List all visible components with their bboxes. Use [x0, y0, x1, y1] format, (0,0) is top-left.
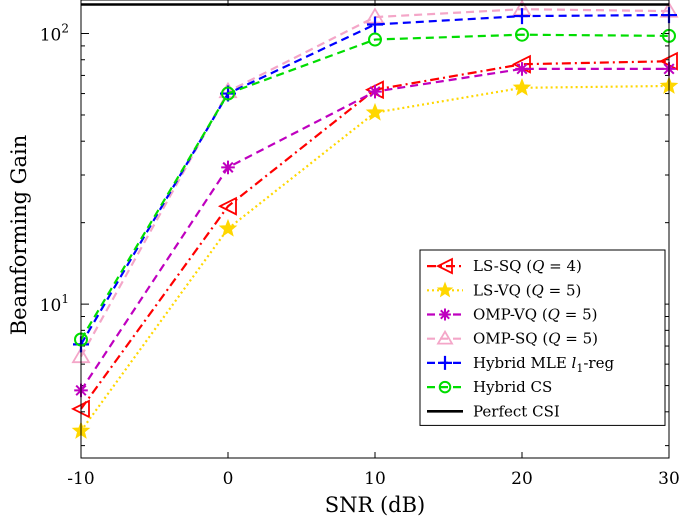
x-tick-label: -10 [67, 469, 94, 489]
plot-frame [80, 0, 670, 459]
y-tick-label: 101 [40, 292, 69, 316]
x-tick-label: 20 [511, 469, 533, 489]
legend-label: Hybrid MLE l1-reg [473, 354, 614, 375]
data-point [512, 78, 532, 96]
legend-marker [438, 355, 452, 370]
legend-entry: LS-SQ (Q = 4) [427, 257, 582, 275]
x-tick-label: 30 [658, 469, 680, 489]
legend-entry: OMP-VQ (Q = 5) [427, 306, 597, 324]
axis-ticks: -10 0 10 20 30 101 102 [40, 0, 680, 489]
legend-label: LS-VQ (Q = 5) [473, 281, 581, 299]
x-axis-label: SNR (dB) [325, 493, 426, 517]
data-point [515, 27, 529, 42]
legend-marker [438, 380, 452, 394]
data-point [368, 84, 382, 99]
x-tick-label: 10 [364, 469, 386, 489]
y-tick-label: 102 [40, 22, 69, 46]
legend-entry: Perfect CSI [427, 402, 560, 420]
series-line [80, 33, 670, 341]
legend-entry: LS-VQ (Q = 5) [427, 281, 581, 299]
data-point [514, 8, 530, 25]
legend: LS-SQ (Q = 4) LS-VQ (Q = 5) OMP-VQ (Q = 5)… [419, 249, 666, 426]
data-point [221, 160, 235, 175]
data-point [365, 102, 385, 121]
legend-label: Hybrid CS [473, 378, 552, 396]
legend-label: OMP-SQ (Q = 5) [473, 330, 598, 348]
data-point [367, 16, 383, 33]
data-point [221, 86, 235, 101]
legend-marker [436, 281, 454, 298]
legend-entry: OMP-SQ (Q = 5) [427, 330, 598, 348]
data-point [515, 62, 529, 76]
series-line [80, 8, 670, 358]
legend-marker [439, 308, 451, 321]
legend-label: LS-SQ (Q = 4) [473, 257, 582, 275]
y-axis-label: Beamforming Gain [7, 135, 31, 336]
legend-entry: Hybrid MLE l1-reg [427, 354, 614, 375]
legend-marker [436, 329, 454, 345]
x-tick-label: 0 [223, 469, 234, 489]
data-point [218, 218, 238, 237]
data-point [217, 196, 237, 216]
legend-label: OMP-VQ (Q = 5) [473, 306, 597, 324]
data-point [368, 32, 382, 47]
legend-marker [435, 257, 453, 275]
legend-entry: Hybrid CS [427, 378, 552, 396]
series-line [80, 84, 670, 432]
legend-label: Perfect CSI [473, 402, 560, 420]
